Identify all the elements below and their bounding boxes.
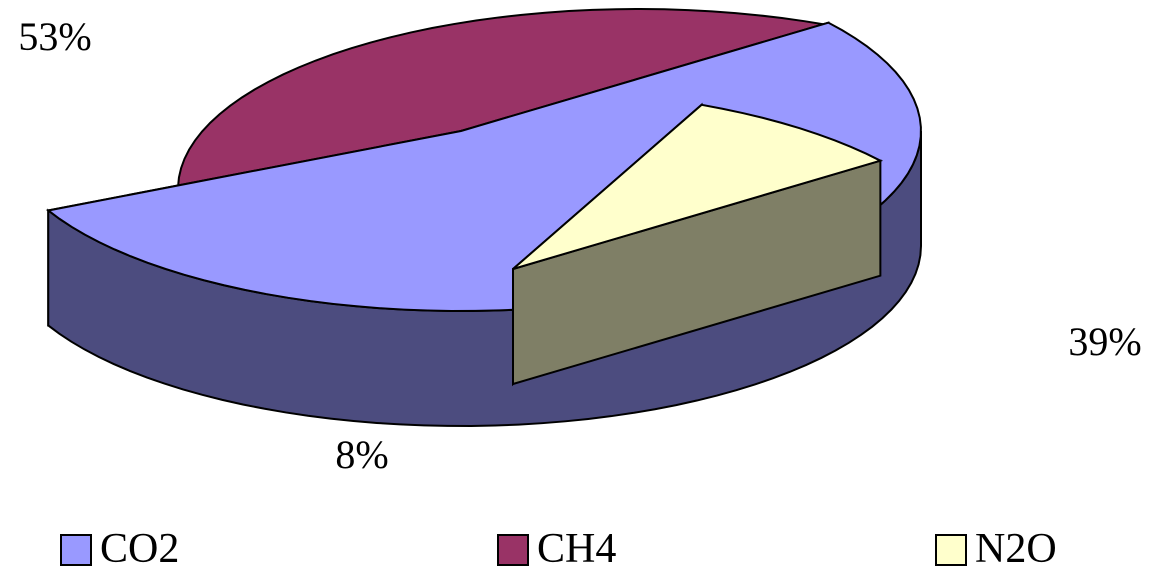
legend-swatch-ch4 [497,533,529,566]
data-label-co2: 53% [18,14,91,59]
data-label-n2o: 8% [335,432,388,477]
slice-n2o-top [512,103,884,270]
pie-plot-area: 53% 39% 8% [18,8,1142,477]
legend: CO2 CH4 N2O [0,527,1152,572]
legend-item-ch4: CH4 [497,527,616,572]
legend-swatch-n2o [935,533,967,566]
legend-item-co2: CO2 [60,527,179,572]
legend-label-ch4: CH4 [537,526,617,572]
data-label-ch4: 39% [1068,319,1141,364]
legend-label-n2o: N2O [975,526,1057,572]
legend-label-co2: CO2 [100,526,180,572]
legend-swatch-co2 [60,533,92,566]
legend-item-n2o: N2O [935,527,1057,572]
slice-n2o [512,102,884,387]
